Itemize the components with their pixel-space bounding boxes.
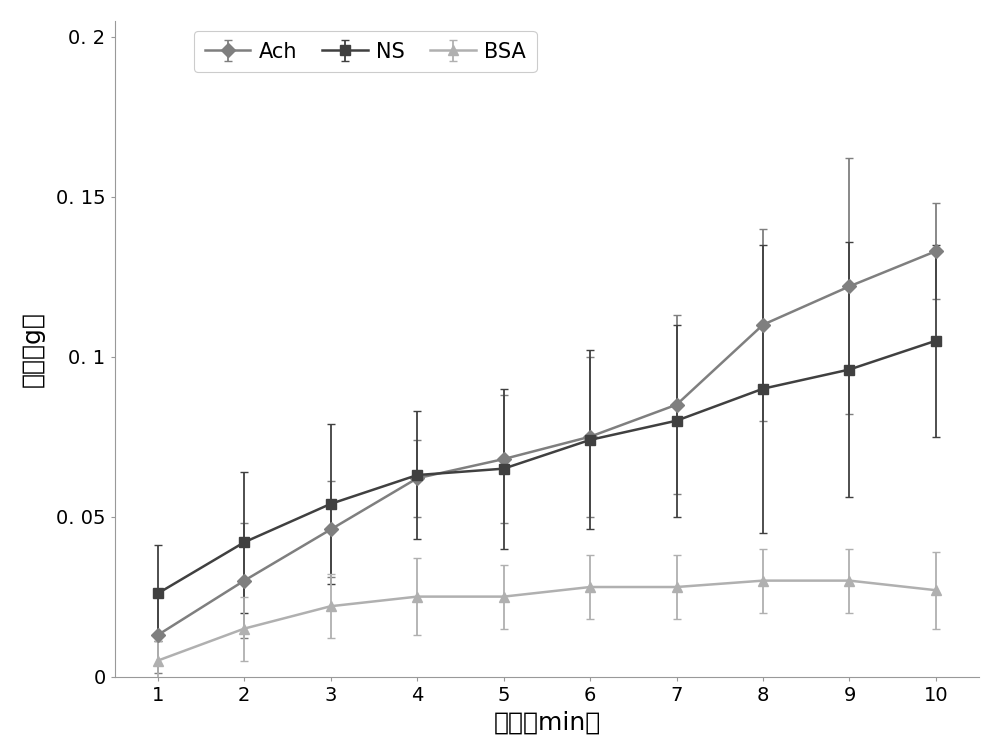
X-axis label: 时间（min）: 时间（min） xyxy=(493,710,601,734)
Y-axis label: 张力（g）: 张力（g） xyxy=(21,311,45,387)
Legend: Ach, NS, BSA: Ach, NS, BSA xyxy=(194,31,537,72)
